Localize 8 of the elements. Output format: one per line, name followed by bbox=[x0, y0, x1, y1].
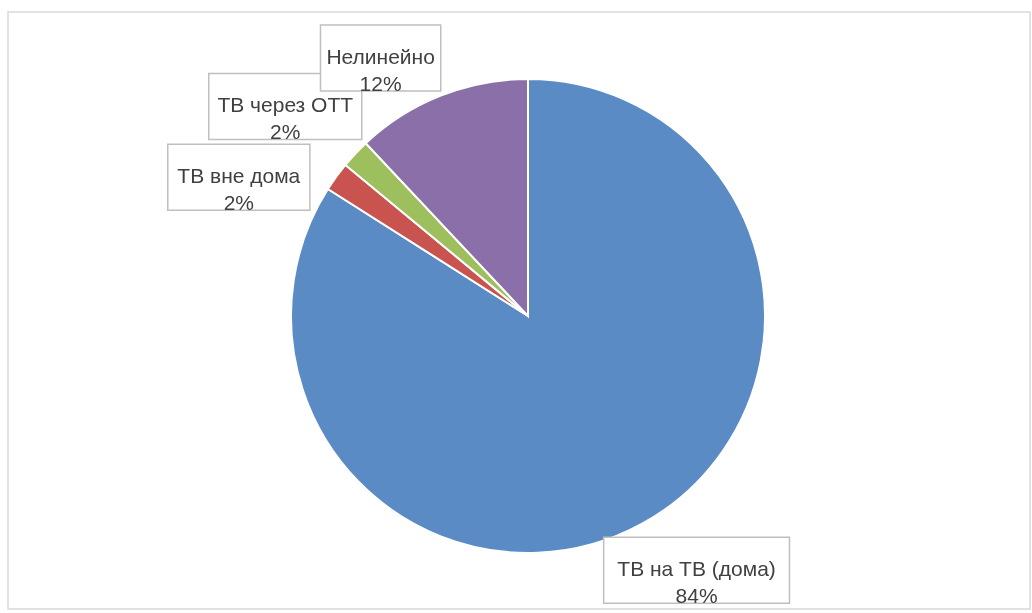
data-label: 84% bbox=[675, 584, 718, 608]
slice-label: ТВ вне дома bbox=[177, 164, 301, 188]
data-label: 2% bbox=[270, 120, 301, 144]
slice-label: Нелинейно bbox=[326, 45, 435, 69]
data-label: 2% bbox=[223, 191, 254, 215]
data-label: 12% bbox=[359, 72, 402, 96]
slice-label: ТВ через OTT bbox=[217, 93, 354, 117]
slice-label: ТВ на ТВ (дома) bbox=[617, 557, 776, 581]
